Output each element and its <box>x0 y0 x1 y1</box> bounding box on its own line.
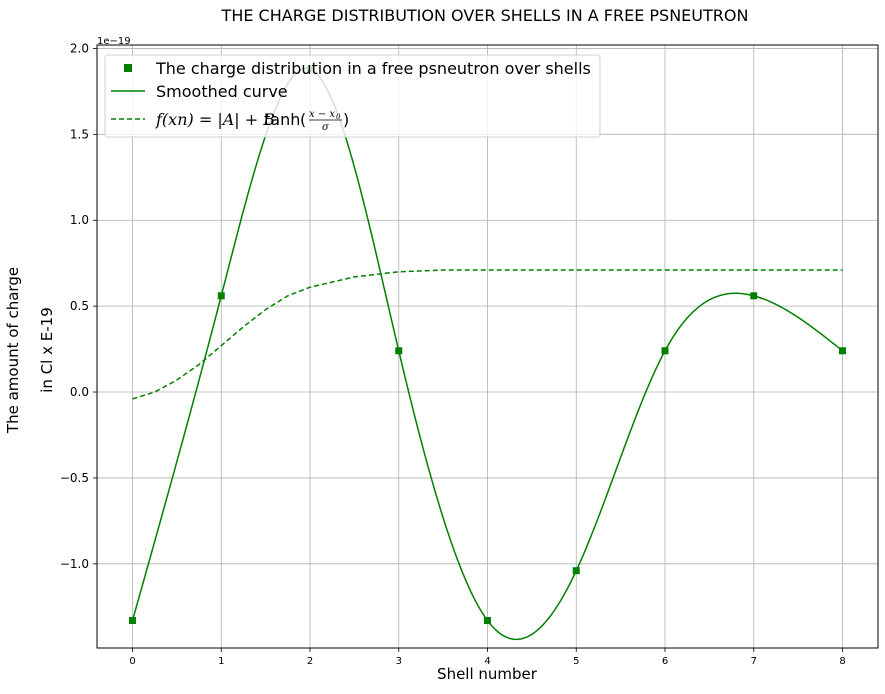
data-point-marker <box>217 292 225 300</box>
y-tick-label: −0.5 <box>60 471 89 485</box>
legend-formula-numerator-sub: 0 <box>336 113 341 121</box>
x-axis-label: Shell number <box>437 665 538 683</box>
tanh-fit-dashed-line <box>132 269 843 400</box>
x-tick-label: 3 <box>396 656 402 667</box>
legend-item-markers: The charge distribution in a free psneut… <box>155 59 591 78</box>
legend-formula-lhs: f(xn) = |A| + B <box>155 110 275 129</box>
y-offset-label: 1e−19 <box>97 36 131 47</box>
y-axis-label-group: The amount of charge <box>4 267 22 434</box>
legend-formula-denominator: σ <box>322 122 330 133</box>
data-point-marker <box>750 292 758 300</box>
y-axis-label-line-2: in Cl x E-19 <box>38 307 56 392</box>
x-tick-label: 0 <box>129 656 135 667</box>
legend-formula-numerator: x − x <box>309 109 335 120</box>
data-point-marker <box>661 347 669 355</box>
y-tick-label: −1.0 <box>60 557 89 571</box>
axis-ticks: 0 1 2 3 4 5 6 7 8 −1.0 −0.5 0.0 0.5 1.0 1.5 2.0 <box>60 41 846 667</box>
data-point-marker <box>839 347 846 355</box>
y-axis-label-line-1: The amount of charge <box>4 267 22 434</box>
legend-square-marker <box>124 64 132 72</box>
legend-item-smoothed: Smoothed curve <box>156 82 288 101</box>
y-tick-label: 0.5 <box>70 299 89 313</box>
data-point-marker <box>129 617 136 625</box>
legend-formula-func: tanh <box>264 110 300 129</box>
legend-formula-close-paren: ) <box>343 110 349 129</box>
data-point-marker <box>484 617 491 625</box>
x-tick-label: 5 <box>573 656 579 667</box>
legend-box <box>104 54 601 138</box>
x-tick-label: 6 <box>662 656 668 667</box>
y-tick-label: 1.5 <box>70 127 89 141</box>
x-tick-label: 1 <box>218 656 224 667</box>
x-tick-label: 8 <box>839 656 845 667</box>
legend-formula-open-paren: ( <box>300 110 306 129</box>
y-tick-label: 2.0 <box>70 41 89 55</box>
y-tick-label: 0.0 <box>70 385 89 399</box>
x-tick-label: 2 <box>307 656 313 667</box>
chart-title: THE CHARGE DISTRIBUTION OVER SHELLS IN A… <box>221 6 749 25</box>
legend: The charge distribution in a free psneut… <box>104 54 601 138</box>
data-point-marker <box>395 347 403 355</box>
y-axis-label-group-2: in Cl x E-19 <box>38 307 56 392</box>
x-tick-label: 4 <box>484 656 490 667</box>
y-tick-label: 1.0 <box>70 213 89 227</box>
data-point-marker <box>572 567 580 575</box>
x-tick-label: 7 <box>751 656 757 667</box>
